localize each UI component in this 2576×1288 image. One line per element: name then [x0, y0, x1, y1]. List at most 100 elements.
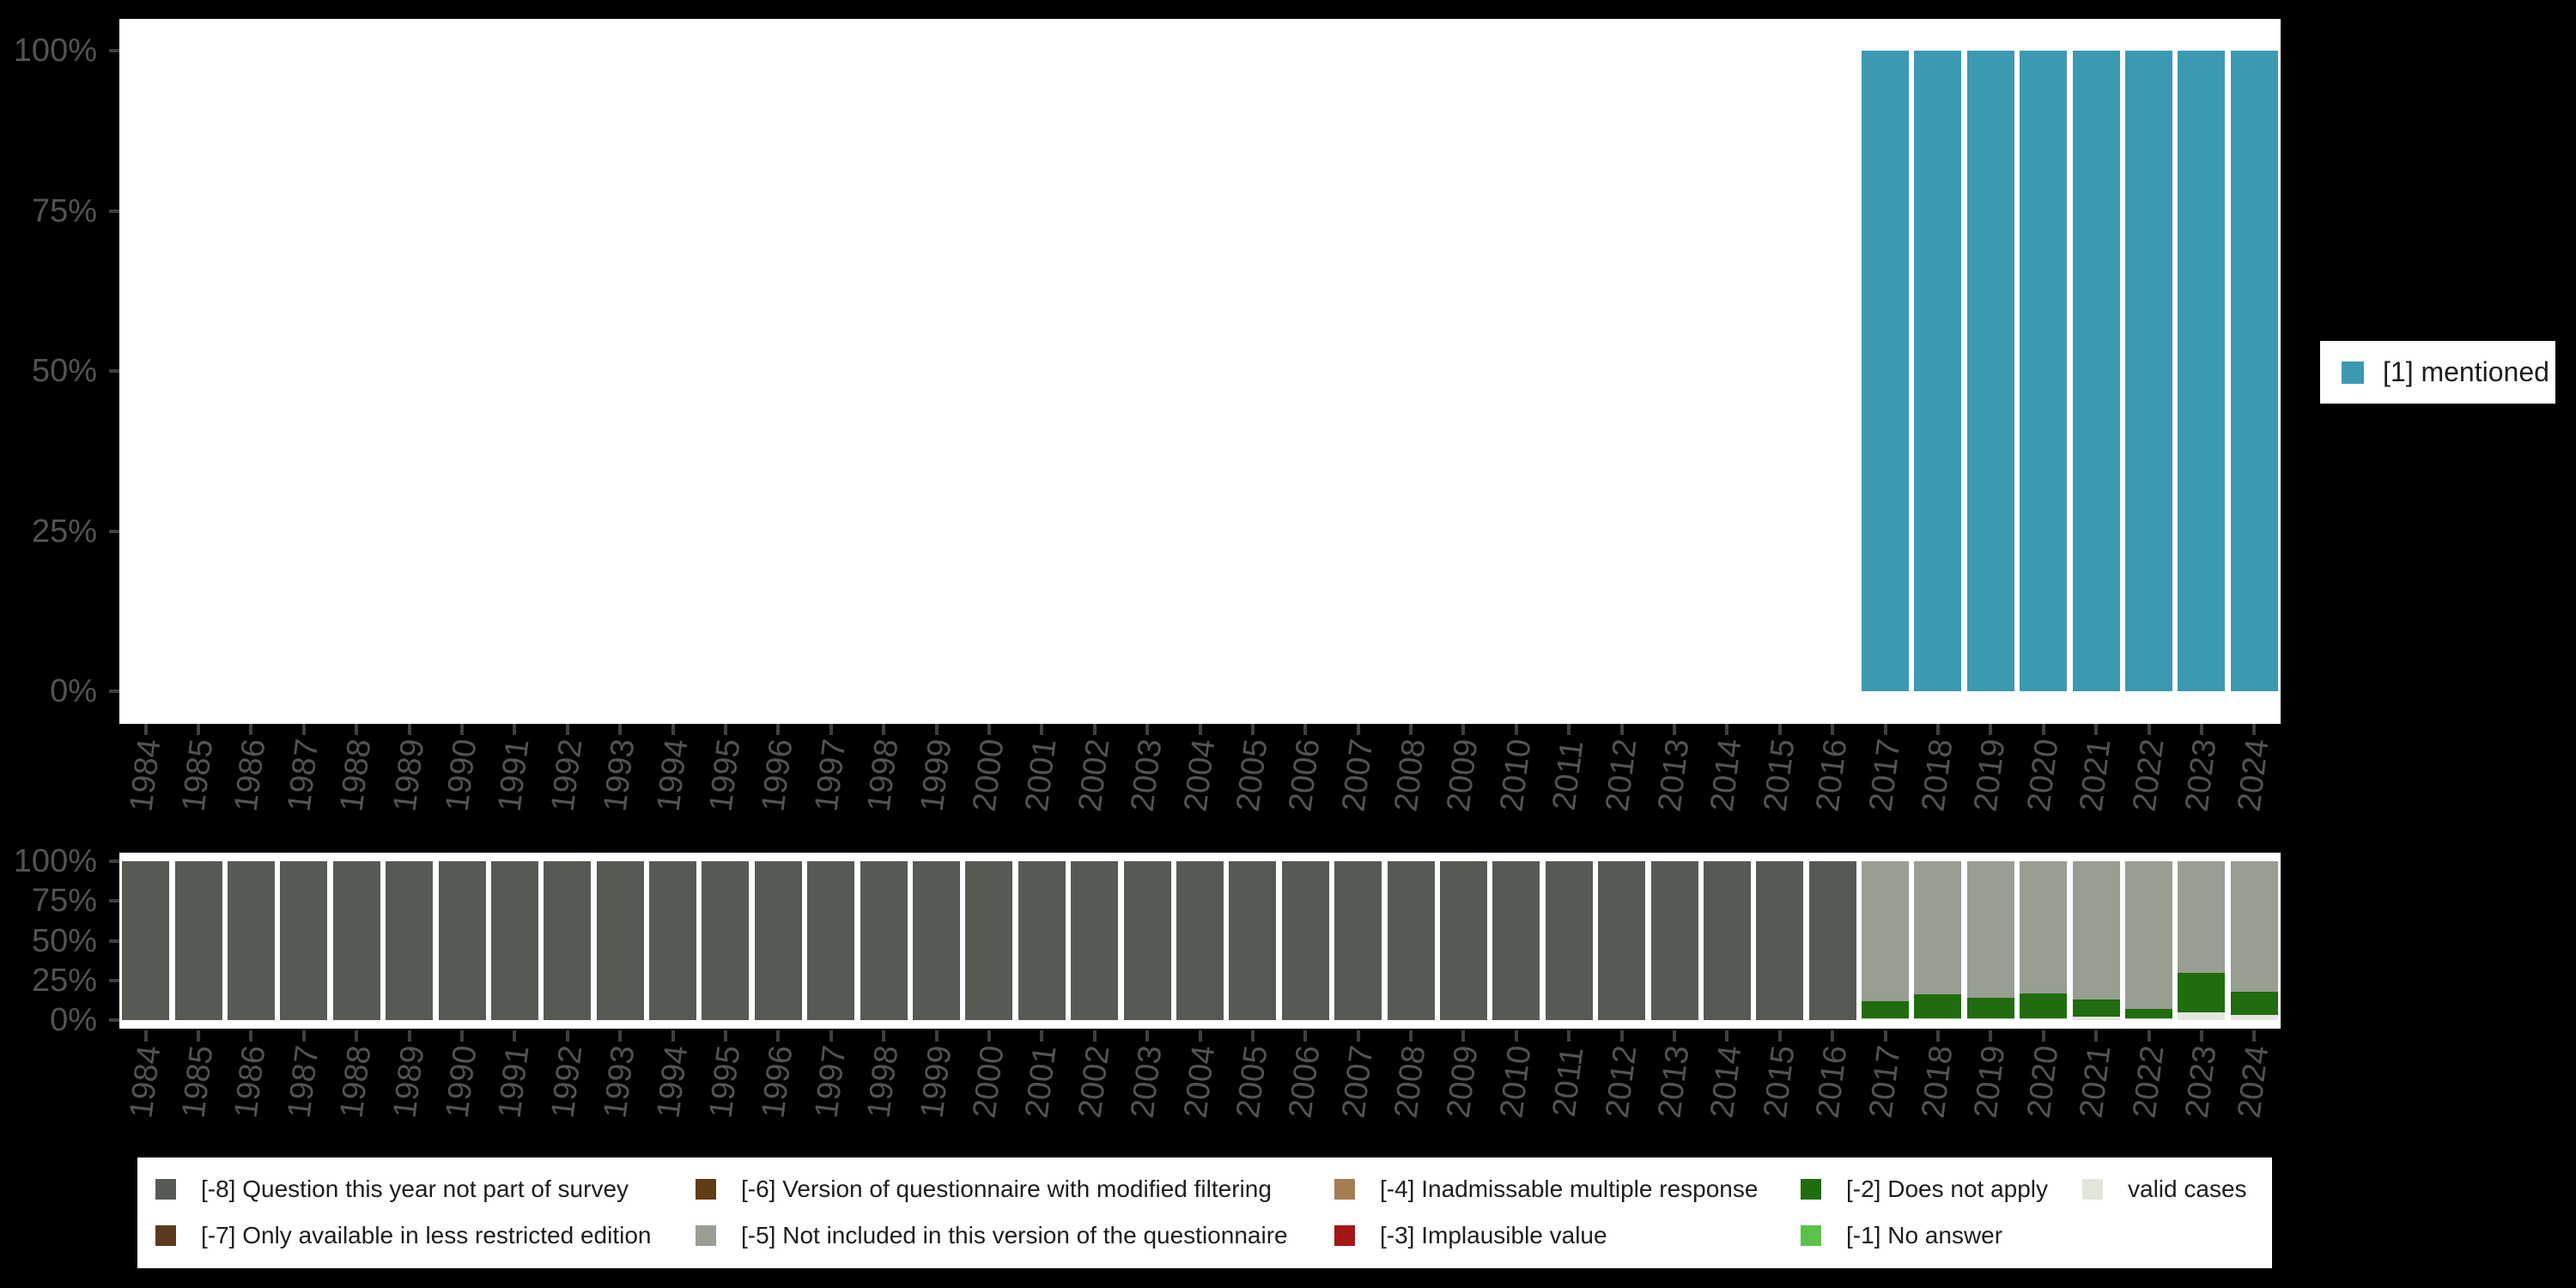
x-axis-year-label: 2022: [2126, 1043, 2172, 1121]
bar-segment: [1545, 861, 1593, 1020]
y-axis-tick-label: 50%: [31, 922, 97, 959]
legend-swatch: [1334, 1179, 1355, 1200]
bar-segment: [1334, 861, 1382, 1020]
bar-segment: [2020, 51, 2068, 691]
legend-item-label: [-6] Version of questionnaire with modif…: [741, 1176, 1272, 1202]
bar-segment: [280, 861, 328, 1020]
legend-item-label: [-7] Only available in less restricted e…: [201, 1222, 652, 1249]
x-axis-year-label: 2018: [1915, 1043, 1960, 1121]
bar-segment: [2125, 1009, 2173, 1019]
bar-segment: [702, 861, 750, 1020]
x-axis-tick: [1356, 1030, 1360, 1042]
x-axis-tick: [2252, 724, 2257, 735]
x-axis-tick: [829, 1030, 833, 1042]
bar-segment: [1862, 1000, 1910, 1019]
x-axis-tick: [618, 724, 623, 735]
y-axis-tick-label: 50%: [31, 353, 97, 389]
legend-item--3: [-3] Implausible value: [1334, 1212, 1801, 1259]
legend-item--7: [-7] Only available in less restricted e…: [155, 1212, 696, 1259]
x-axis-tick: [934, 1030, 939, 1042]
bar-segment: [1914, 861, 1962, 995]
x-axis-tick: [355, 1030, 359, 1042]
y-axis-tick-label: 0%: [50, 1002, 97, 1038]
x-axis-year-label: 2007: [1335, 1043, 1381, 1121]
legend-item-label: [-3] Implausible value: [1380, 1222, 1607, 1249]
x-axis-tick: [671, 1030, 675, 1042]
bar-segment: [1071, 861, 1119, 1020]
x-axis-year-label: 2011: [1546, 1044, 1591, 1120]
bar-segment: [1018, 861, 1066, 1020]
bar-segment: [1862, 1018, 1910, 1020]
bar-segment: [2178, 972, 2226, 1012]
x-axis-tick: [1935, 1030, 1940, 1042]
x-axis-tick: [723, 724, 727, 735]
bar-segment: [2020, 861, 2068, 993]
bar-segment: [1966, 51, 2014, 691]
x-axis-tick: [197, 1030, 201, 1042]
x-axis-tick: [1303, 1030, 1308, 1042]
x-axis-tick: [2199, 1030, 2203, 1042]
bar-segment: [1387, 861, 1435, 1020]
x-axis-year-label: 1998: [860, 1043, 906, 1121]
x-axis-year-label: 1985: [175, 1043, 221, 1121]
x-axis-tick: [1040, 1030, 1044, 1042]
x-axis-tick: [1356, 724, 1360, 735]
bar-segment: [544, 861, 592, 1020]
bar-segment: [490, 861, 538, 1020]
x-axis-tick: [1145, 724, 1150, 735]
bar-segment: [332, 861, 380, 1020]
legend-swatch: [1801, 1179, 1821, 1200]
x-axis-tick: [249, 724, 253, 735]
x-axis-tick: [2094, 724, 2099, 735]
y-axis-tick-label: 75%: [31, 192, 97, 229]
x-axis-tick: [1883, 724, 1887, 735]
x-axis-tick: [671, 724, 675, 735]
x-axis-year-label: 2021: [2073, 1043, 2118, 1121]
x-axis-tick: [1250, 724, 1255, 735]
legend-item-label: [-8] Question this year not part of surv…: [201, 1176, 629, 1202]
bar-segment: [1439, 861, 1487, 1020]
x-axis-tick: [1777, 1030, 1782, 1042]
x-axis-year-label: 2000: [966, 1043, 1012, 1121]
x-axis-year-label: 2008: [1388, 1043, 1433, 1121]
bar-segment: [2072, 1017, 2120, 1020]
x-axis-tick: [1461, 1030, 1466, 1042]
y-axis-tick: [109, 209, 119, 213]
mentioned-legend: [1] mentioned: [2320, 341, 2555, 404]
y-axis-tick-label: 100%: [13, 843, 97, 879]
bar-segment: [2125, 1018, 2173, 1020]
x-axis-year-label: 2009: [1440, 1043, 1485, 1121]
y-axis-tick: [109, 529, 119, 533]
x-axis-tick: [197, 724, 201, 735]
bar-segment: [438, 861, 486, 1020]
x-axis-tick: [776, 724, 781, 735]
x-axis-tick: [1514, 1030, 1518, 1042]
x-axis-tick: [1198, 1030, 1202, 1042]
x-axis-tick: [513, 724, 517, 735]
x-axis-tick: [1619, 724, 1624, 735]
bar-segment: [2072, 51, 2120, 691]
x-axis-tick: [513, 1030, 517, 1042]
x-axis-tick: [565, 1030, 569, 1042]
y-axis-tick: [109, 860, 119, 863]
x-axis-tick: [1831, 724, 1835, 735]
legend-swatch: [155, 1179, 176, 1200]
legend-item-label: valid cases: [2128, 1176, 2247, 1202]
x-axis-tick: [618, 1030, 623, 1042]
x-axis-tick: [1831, 1030, 1835, 1042]
bar-segment: [1914, 1018, 1962, 1020]
x-axis-year-label: 2003: [1124, 1043, 1170, 1121]
missing-values-legend: [-8] Question this year not part of surv…: [137, 1157, 2272, 1268]
x-axis-year-label: 1989: [386, 1043, 432, 1121]
bar-segment: [2125, 861, 2173, 1010]
x-axis-tick: [1303, 724, 1308, 735]
x-axis-tick: [1145, 1030, 1150, 1042]
x-axis-year-label: 2010: [1493, 1043, 1539, 1121]
bar-segment: [965, 861, 1013, 1020]
y-axis-tick: [109, 690, 119, 693]
x-axis-tick: [987, 724, 991, 735]
x-axis-tick: [776, 1030, 781, 1042]
bar-segment: [1492, 861, 1540, 1020]
y-axis-tick: [109, 939, 119, 943]
x-axis-tick: [882, 1030, 886, 1042]
